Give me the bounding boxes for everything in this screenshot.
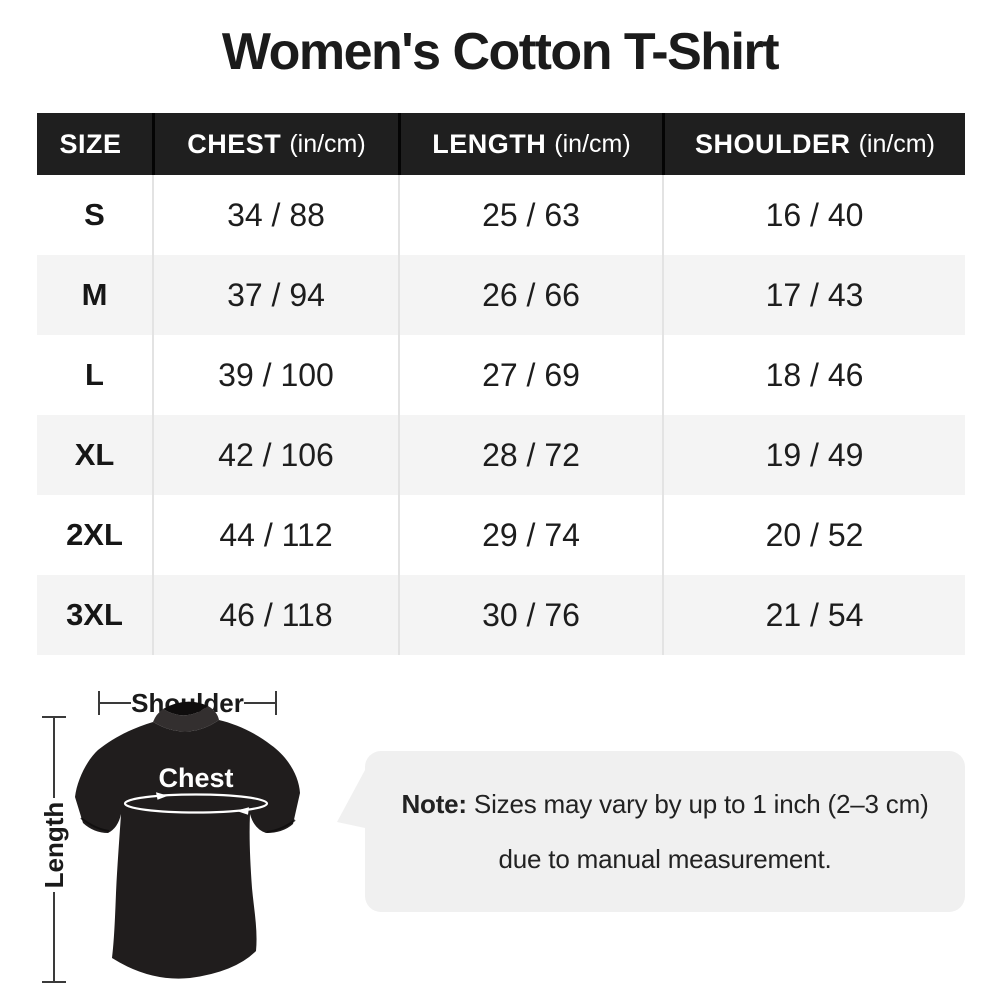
tshirt-cuff-fold-left: [80, 817, 110, 832]
size-cell: M: [81, 277, 108, 312]
size-cell: XL: [74, 437, 115, 472]
column-header-chest: CHEST (in/cm): [152, 113, 398, 175]
chest-cell: 37 / 94: [152, 255, 398, 335]
size-cell: L: [85, 357, 104, 392]
table-row: 2XL 44 / 112 29 / 74 20 / 52: [37, 495, 965, 575]
column-header-size: SIZE: [37, 113, 152, 175]
page-title: Women's Cotton T-Shirt: [221, 23, 780, 81]
size-cell: S: [84, 197, 105, 232]
length-cell: 25 / 63: [398, 175, 662, 255]
measurement-diagram: Shoulder Length Chest: [39, 688, 300, 983]
length-cell: 29 / 74: [398, 495, 662, 575]
note-text: Sizes may vary by up to 1 inch (2–3 cm): [473, 788, 929, 819]
column-header-label: SHOULDER: [695, 128, 851, 159]
tshirt-body: [75, 720, 300, 979]
length-cell: 26 / 66: [398, 255, 662, 335]
chest-cell: 34 / 88: [152, 175, 398, 255]
table-body: S 34 / 88 25 / 63 16 / 40 M 37 / 94 26 /…: [37, 175, 965, 655]
shoulder-cell: 17 / 43: [662, 255, 965, 335]
note-line-1: Note: Sizes may vary by up to 1 inch (2–…: [401, 789, 928, 820]
chest-arrow-left-icon: [236, 807, 249, 815]
table-row: 3XL 46 / 118 30 / 76 21 / 54: [37, 575, 965, 655]
column-header-shoulder: SHOULDER (in/cm): [662, 113, 965, 175]
column-header-label: SIZE: [59, 128, 122, 159]
chest-measure-ellipse: [123, 793, 269, 814]
length-cell: 27 / 69: [398, 335, 662, 415]
column-header-unit: (in/cm): [554, 129, 631, 158]
length-cell: 30 / 76: [398, 575, 662, 655]
shoulder-cell: 16 / 40: [662, 175, 965, 255]
shoulder-cell: 21 / 54: [662, 575, 965, 655]
table-row: M 37 / 94 26 / 66 17 / 43: [37, 255, 965, 335]
length-label: Length: [39, 802, 69, 889]
size-cell: 3XL: [66, 597, 123, 632]
column-header-label: LENGTH: [432, 128, 547, 159]
table-row: S 34 / 88 25 / 63 16 / 40: [37, 175, 965, 255]
note-bubble: Note: Sizes may vary by up to 1 inch (2–…: [365, 751, 965, 912]
chest-cell: 39 / 100: [152, 335, 398, 415]
column-header-length: LENGTH (in/cm): [398, 113, 662, 175]
chest-cell: 42 / 106: [152, 415, 398, 495]
tshirt-image: Chest: [75, 701, 300, 979]
shoulder-cell: 20 / 52: [662, 495, 965, 575]
shoulder-cell: 18 / 46: [662, 335, 965, 415]
tshirt-cuff-fold-right: [266, 819, 296, 833]
chest-arrow-right-icon: [156, 792, 168, 800]
shoulder-cell: 19 / 49: [662, 415, 965, 495]
chest-cell: 46 / 118: [152, 575, 398, 655]
note-bubble-tail: [337, 770, 365, 828]
column-header-unit: (in/cm): [858, 129, 935, 158]
length-cell: 28 / 72: [398, 415, 662, 495]
chest-cell: 44 / 112: [152, 495, 398, 575]
tshirt-collar-back: [163, 701, 208, 716]
length-dimension-line: Length: [39, 716, 69, 983]
note-line-2: due to manual measurement.: [498, 843, 832, 874]
column-header-label: CHEST: [187, 128, 282, 159]
tshirt-collar: [153, 706, 219, 732]
size-cell: 2XL: [66, 517, 123, 552]
table-header-row: SIZE CHEST (in/cm) LENGTH (in/cm) SHOULDER…: [37, 113, 965, 175]
table-row: L 39 / 100 27 / 69 18 / 46: [37, 335, 965, 415]
note-label: Note:: [401, 788, 467, 819]
column-header-unit: (in/cm): [289, 129, 366, 158]
size-table: SIZE CHEST (in/cm) LENGTH (in/cm) SHOULDER…: [37, 113, 965, 655]
table-row: XL 42 / 106 28 / 72 19 / 49: [37, 415, 965, 495]
chest-label: Chest: [158, 763, 233, 793]
